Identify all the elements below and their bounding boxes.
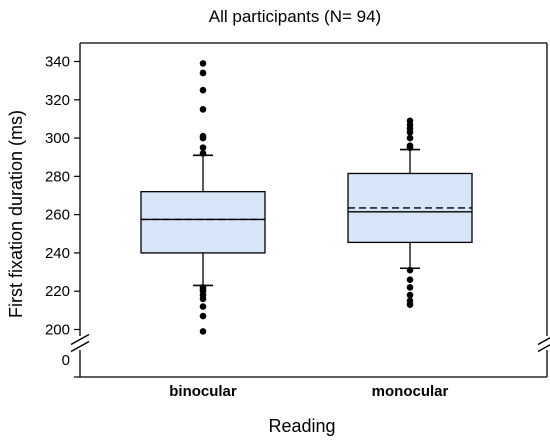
axis-break-mark-left-2 [70, 340, 90, 353]
box-binocular [140, 191, 266, 254]
outlier-point [406, 266, 414, 274]
y-tick-label: 200 [45, 322, 70, 339]
plot-area: 200 220 240 260 280 300 320 340 0 binocular monocu… [45, 42, 550, 400]
outlier-point [406, 134, 414, 142]
axis-break-mark-right-2 [537, 344, 550, 353]
x-axis-label: Reading [268, 416, 335, 436]
outlier-point [199, 60, 207, 67]
outlier-point [199, 106, 207, 113]
outlier-point [406, 291, 414, 299]
outlier-point [199, 69, 207, 77]
y-tick-label: 340 [45, 54, 70, 71]
y-tick-label: 280 [45, 168, 70, 185]
y-tick-label: 220 [45, 283, 70, 300]
outlier-point [199, 303, 207, 310]
y-tick-label-zero: 0 [62, 352, 70, 369]
x-category-label: monocular [372, 383, 449, 400]
chart-title: All participants (N= 94) [209, 7, 381, 26]
y-tick-label: 260 [45, 207, 70, 224]
outlier-point [199, 150, 207, 157]
outlier-point [406, 276, 414, 284]
outlier-point [406, 117, 414, 125]
axis-break-mark-left-1 [70, 333, 90, 346]
outlier-point [199, 328, 207, 335]
outlier-point [406, 297, 414, 305]
outlier-point [199, 144, 207, 151]
y-axis-label: First fixation duration (ms) [6, 110, 26, 318]
y-tick-label: 300 [45, 130, 70, 147]
outlier-point [406, 284, 414, 291]
outlier-point [199, 284, 207, 291]
y-tick-label: 240 [45, 245, 70, 262]
y-tick-label: 320 [45, 92, 70, 109]
axis-break-mark-right-1 [537, 337, 550, 346]
x-category-label: binocular [169, 383, 237, 400]
outlier-point [199, 86, 207, 94]
outlier-point [199, 132, 207, 140]
outlier-point [406, 142, 414, 150]
outlier-point [199, 312, 207, 320]
